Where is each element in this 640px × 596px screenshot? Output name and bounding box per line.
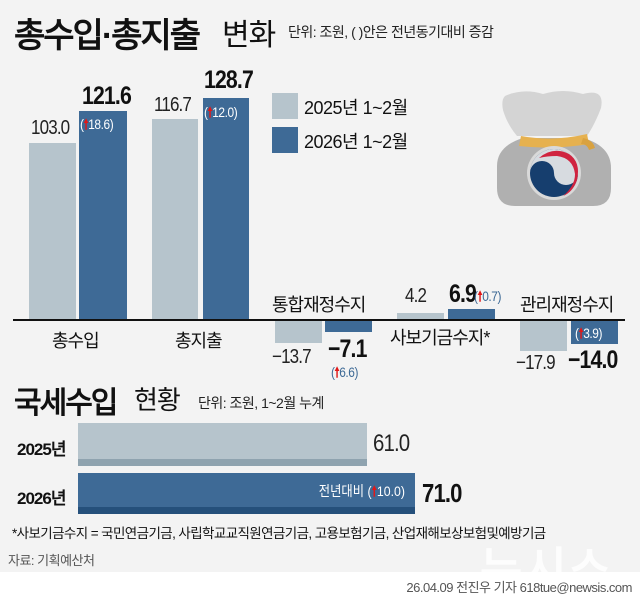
tax-value-2025: 61.0 bbox=[373, 430, 410, 457]
bar-managed-balance-2025 bbox=[520, 321, 567, 351]
money-bag-taegeuk-icon bbox=[497, 91, 611, 206]
bar-total-expenditure-2025 bbox=[152, 119, 198, 320]
tax-bar-2026-shade bbox=[78, 507, 415, 514]
up-arrow-icon: 🠕 bbox=[371, 483, 377, 499]
up-arrow-icon: 🠕 bbox=[334, 364, 340, 380]
bar-consolidated-balance-2025 bbox=[275, 321, 322, 343]
footnote: *사보기금수지 = 국민연금기금, 사립학교교직원연금기금, 고용보험기금, 산… bbox=[12, 526, 546, 541]
tax-row-label-2026: 2026년 bbox=[17, 489, 66, 508]
tax-unit-note: 단위: 조원, 1~2월 누계 bbox=[198, 395, 324, 411]
tax-change-note: 전년대비 (🠕10.0) bbox=[318, 483, 405, 499]
value-total-revenue-2025: 103.0 bbox=[31, 117, 70, 139]
category-label-total-expenditure: 총지출 bbox=[175, 331, 223, 351]
change-consolidated-balance: (🠕6.6) bbox=[331, 364, 359, 380]
category-label-managed-balance: 관리재정수지 bbox=[520, 295, 614, 315]
value-consolidated-balance-2026: −7.1 bbox=[328, 335, 367, 363]
unit-note: 단위: 조원, ( )안은 전년동기대비 증감 bbox=[288, 24, 494, 40]
tax-bar-2026: 전년대비 (🠕10.0) bbox=[78, 473, 415, 514]
up-arrow-icon: 🠕 bbox=[207, 104, 213, 120]
bar-social-security-fund-2026 bbox=[448, 309, 495, 320]
value-social-security-fund-2025: 4.2 bbox=[405, 285, 427, 307]
category-label-total-revenue: 총수입 bbox=[52, 331, 100, 351]
bar-total-revenue-2026 bbox=[79, 111, 127, 320]
bar-managed-balance-2026 bbox=[571, 321, 618, 344]
legend-label-2025: 2025년 1~2월 bbox=[304, 98, 408, 118]
value-total-expenditure-2025: 116.7 bbox=[154, 94, 192, 116]
bar-consolidated-balance-2026 bbox=[325, 321, 372, 332]
bar-total-expenditure-2026 bbox=[203, 98, 249, 320]
change-managed-balance: (🠕3.9) bbox=[575, 325, 603, 341]
change-total-revenue: (🠕18.6) bbox=[80, 116, 114, 132]
up-arrow-icon: 🠕 bbox=[477, 288, 483, 304]
bar-total-revenue-2025 bbox=[29, 143, 76, 320]
value-total-expenditure-2026: 128.7 bbox=[204, 66, 254, 94]
category-label-social-security-fund: 사보기금수지* bbox=[390, 328, 490, 348]
tax-value-2026: 71.0 bbox=[422, 478, 462, 508]
change-total-expenditure: (🠕12.0) bbox=[204, 104, 238, 120]
value-total-revenue-2026: 121.6 bbox=[82, 82, 132, 110]
legend-swatch-2026 bbox=[272, 127, 298, 153]
tax-bar-2025 bbox=[78, 423, 367, 466]
up-arrow-icon: 🠕 bbox=[83, 116, 89, 132]
chart-title-suffix: 변화 bbox=[222, 19, 276, 52]
value-social-security-fund-2026: 6.9 bbox=[449, 280, 477, 308]
legend-swatch-2025 bbox=[272, 93, 298, 119]
credit-line: 26.04.09 전진우 기자 618tue@newsis.com bbox=[406, 580, 632, 595]
chart-baseline bbox=[13, 319, 625, 321]
infographic-canvas: 총수입·총지출 변화 단위: 조원, ( )안은 전년동기대비 증감 2025년… bbox=[0, 0, 640, 572]
up-arrow-icon: 🠕 bbox=[578, 325, 584, 341]
tax-section-title: 국세수입 bbox=[14, 387, 118, 420]
value-managed-balance-2025: −17.9 bbox=[516, 352, 556, 374]
tax-section-title-suffix: 현황 bbox=[134, 385, 181, 415]
source-note: 자료: 기획예산처 bbox=[8, 553, 95, 568]
tax-bar-2025-shade bbox=[78, 459, 367, 466]
chart-title: 총수입·총지출 bbox=[14, 17, 201, 55]
newsis-watermark: 뉴시스 bbox=[480, 543, 613, 595]
change-social-security-fund: (🠕0.7) bbox=[474, 288, 502, 304]
value-consolidated-balance-2025: −13.7 bbox=[272, 346, 312, 368]
legend-label-2026: 2026년 1~2월 bbox=[304, 132, 408, 152]
bar-social-security-fund-2025 bbox=[397, 313, 444, 320]
category-label-consolidated-balance: 통합재정수지 bbox=[272, 295, 366, 315]
tax-row-label-2025: 2025년 bbox=[17, 440, 66, 459]
value-managed-balance-2026: −14.0 bbox=[568, 346, 618, 374]
